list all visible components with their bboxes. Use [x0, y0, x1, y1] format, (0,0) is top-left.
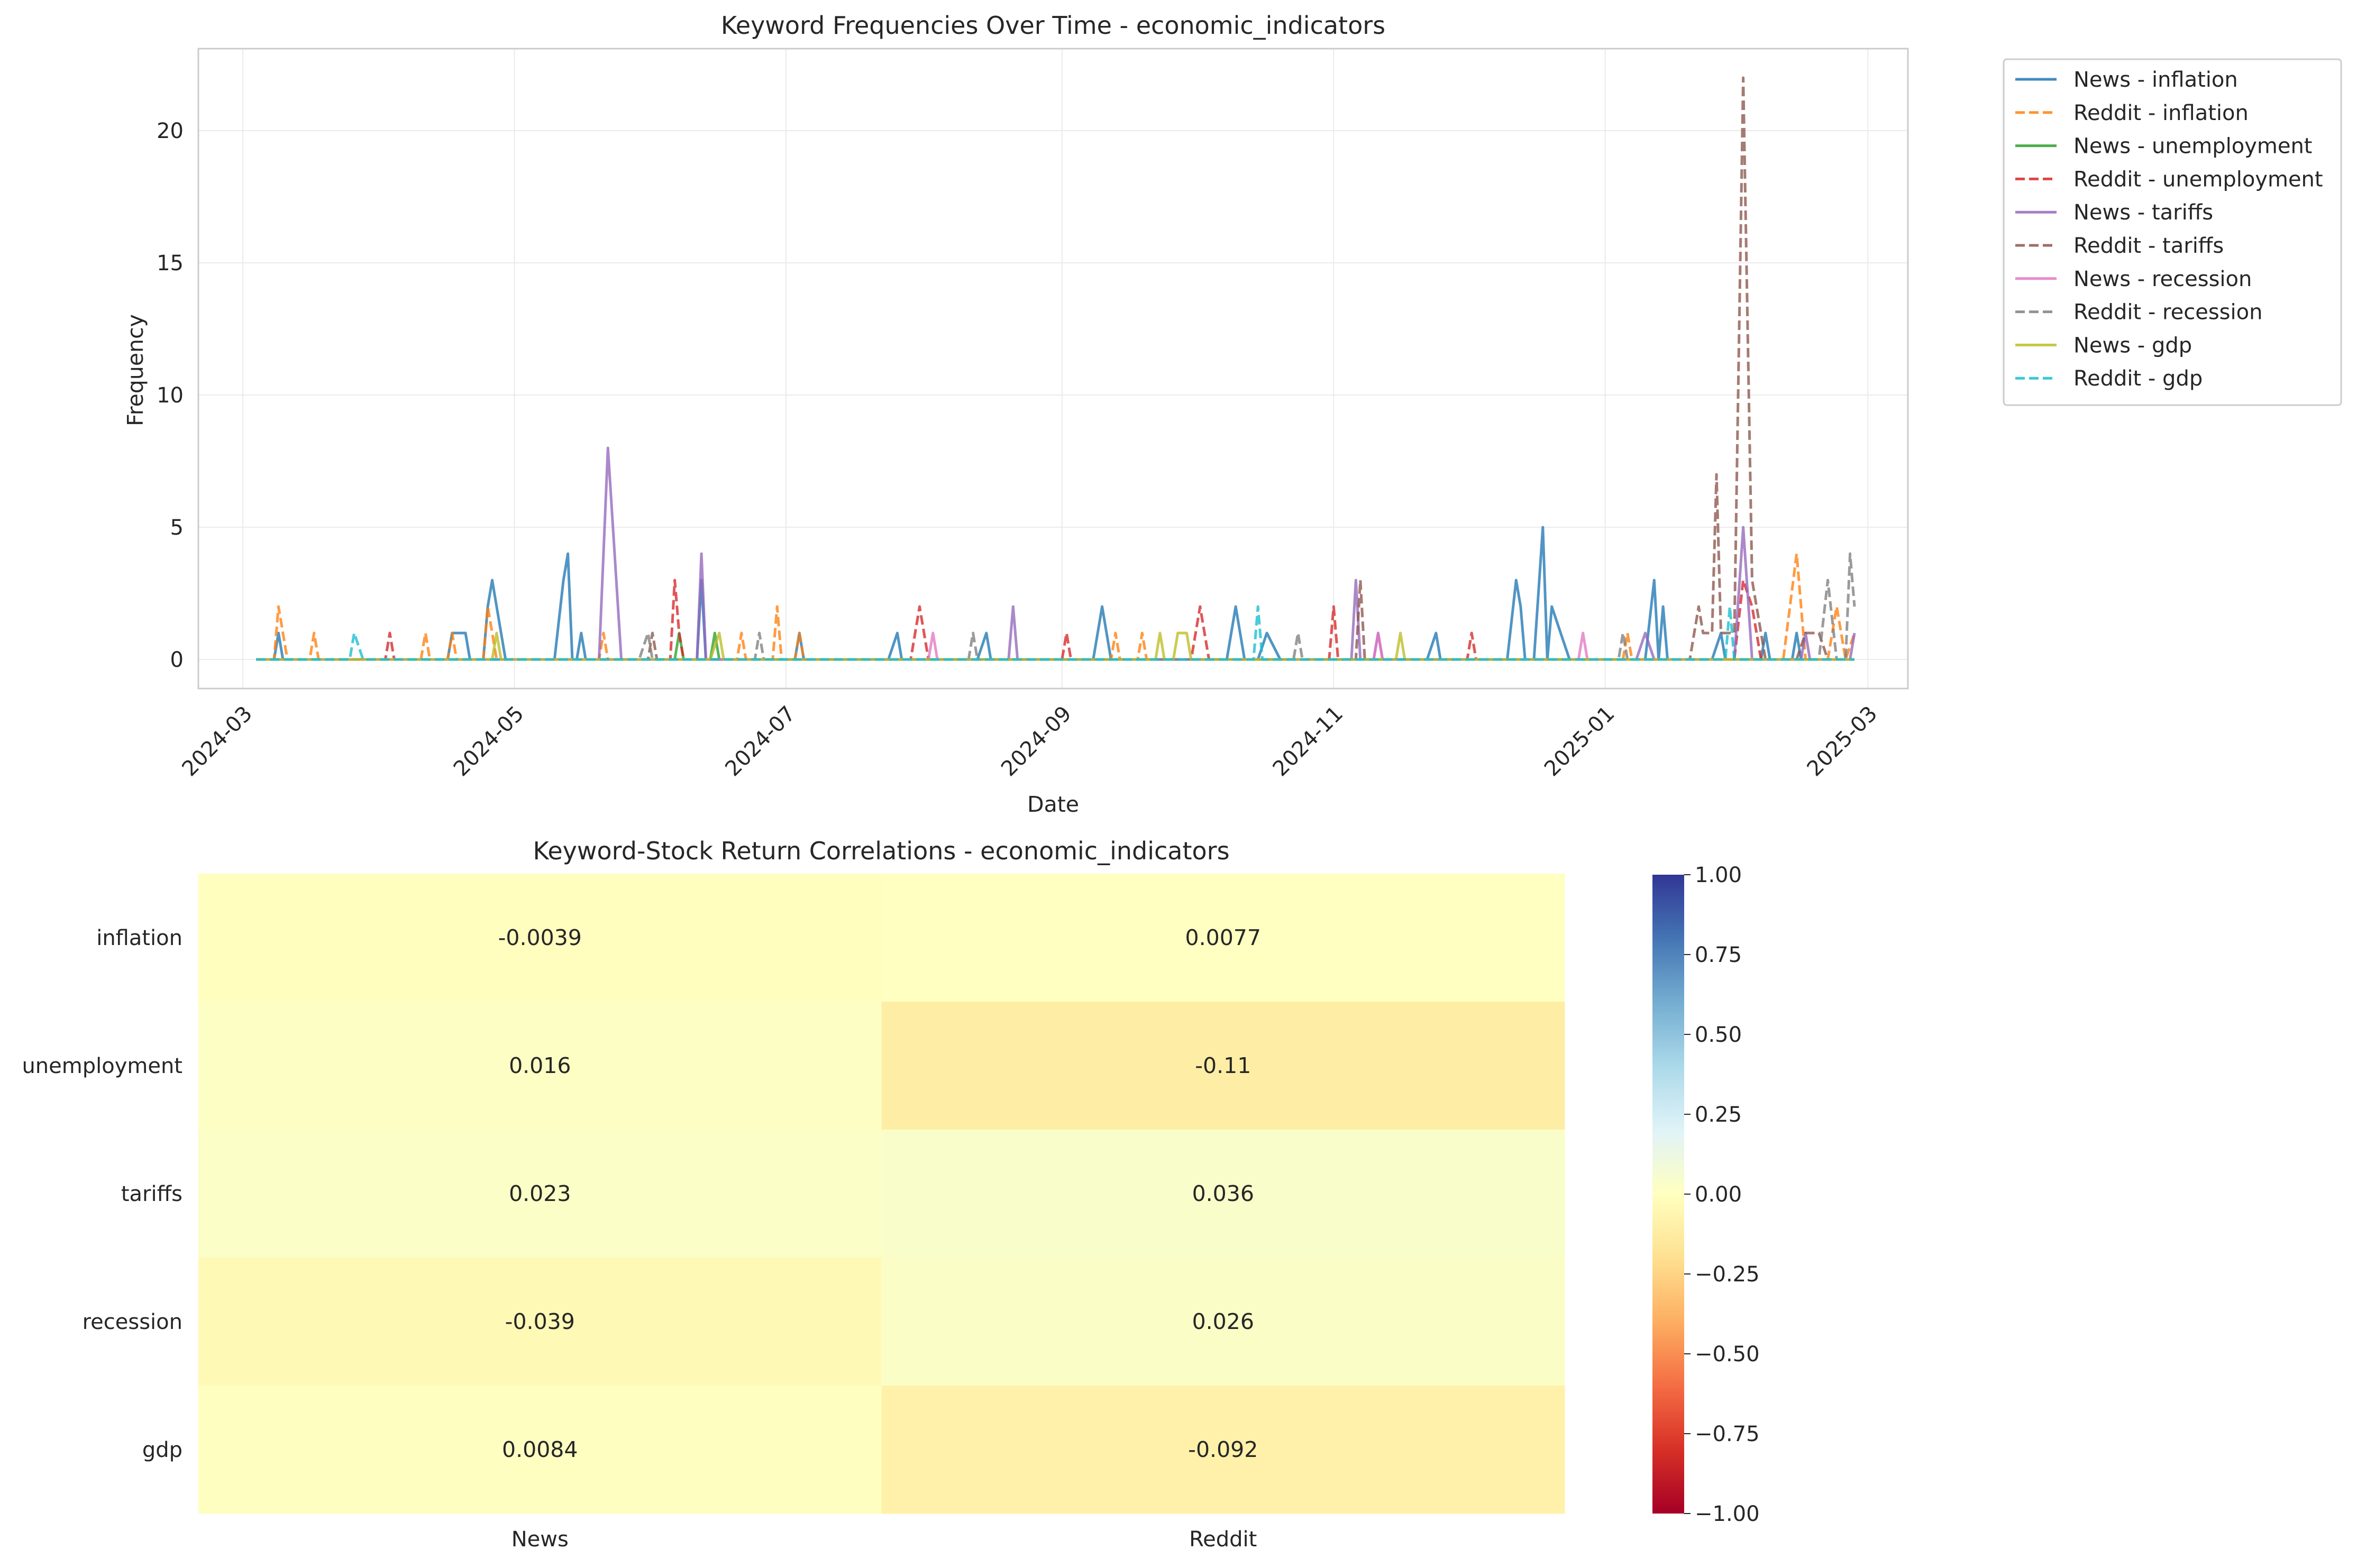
- heatmap-row-labels: inflation unemployment tariffs recession gdp: [22, 926, 182, 1462]
- series-line: [256, 446, 1856, 661]
- heatmap-row-label: tariffs: [121, 1182, 182, 1206]
- legend-label: Reddit - inflation: [2073, 101, 2249, 125]
- legend-label: Reddit - unemployment: [2073, 167, 2323, 191]
- series-line: [256, 631, 1854, 661]
- colorbar-tick-label: 0.75: [1695, 943, 1742, 967]
- x-tick-label: 2025-03: [1803, 701, 1883, 781]
- heatmap-cell-label: -0.11: [1195, 1053, 1251, 1078]
- colorbar-bar: [1652, 875, 1684, 1514]
- y-tick-label: 15: [157, 251, 184, 276]
- line-chart-plot-frame: [197, 48, 1909, 690]
- heatmap-colorbar: 1.00 0.75 0.50 0.25 0.00 −0.25 −0.50 −0.75 −1.00: [1652, 863, 1760, 1526]
- y-tick-label: 20: [157, 119, 184, 143]
- heatmap-cell: [198, 1386, 882, 1514]
- series-line: [256, 631, 1854, 661]
- x-tick-label: 2024-05: [449, 701, 529, 781]
- line-chart-legend: News - inflation Reddit - inflation News -…: [2003, 58, 2342, 406]
- colorbar-tick-label: −1.00: [1695, 1502, 1760, 1526]
- heatmap-column-labels: News Reddit: [511, 1527, 1257, 1552]
- legend-label: News - inflation: [2073, 68, 2238, 92]
- line-chart-grid: [198, 49, 1908, 689]
- legend-label: Reddit - tariffs: [2073, 234, 2224, 258]
- series-line: [256, 526, 1854, 661]
- heatmap-cell-label: 0.016: [509, 1053, 571, 1078]
- x-tick-label: 2024-09: [997, 701, 1076, 781]
- heatmap-cell-label: -0.0039: [498, 925, 582, 950]
- heatmap-cell: [198, 874, 882, 1002]
- heatmap-chart: Keyword-Stock Return Correlations - econ…: [22, 837, 1759, 1552]
- heatmap-column-label: Reddit: [1189, 1527, 1257, 1552]
- heatmap-row-label: gdp: [142, 1438, 182, 1462]
- legend-box: [2003, 58, 2342, 406]
- legend-label: Reddit - recession: [2073, 300, 2262, 325]
- colorbar-tick-label: −0.50: [1695, 1342, 1760, 1367]
- heatmap-cell: [881, 1002, 1565, 1130]
- legend-label: News - tariffs: [2073, 200, 2213, 225]
- line-chart-x-ticks: 2024-03 2024-05 2024-07 2024-09 2024-11 2025-…: [177, 701, 1882, 781]
- heatmap-cell-label: 0.026: [1192, 1309, 1254, 1334]
- x-tick-label: 2025-01: [1540, 701, 1620, 781]
- colorbar-tick-label: −0.25: [1695, 1262, 1760, 1287]
- line-chart-title: Keyword Frequencies Over Time - economic…: [721, 11, 1385, 40]
- x-tick-label: 2024-03: [177, 701, 257, 781]
- line-chart: Keyword Frequencies Over Time - economic…: [123, 11, 2342, 817]
- line-chart-y-ticks: 0 5 10 15 20: [157, 119, 184, 672]
- x-tick-label: 2024-07: [720, 701, 800, 781]
- heatmap-cell-label: 0.0077: [1185, 925, 1261, 950]
- y-tick-label: 0: [170, 648, 184, 672]
- heatmap-cell-label: 0.0084: [502, 1437, 578, 1462]
- legend-label: Reddit - gdp: [2073, 366, 2203, 391]
- colorbar-tick-label: 1.00: [1695, 863, 1742, 887]
- series-line: [256, 579, 1854, 661]
- line-chart-x-axis-label: Date: [1027, 792, 1079, 817]
- series-line: [256, 76, 1854, 661]
- heatmap-cell: [881, 1130, 1565, 1258]
- line-chart-y-axis-label: Frequency: [123, 314, 148, 426]
- legend-label: News - gdp: [2073, 333, 2192, 357]
- legend-label: News - unemployment: [2073, 134, 2312, 159]
- heatmap-cell-label: 0.036: [1192, 1181, 1254, 1206]
- heatmap-cell: [198, 1258, 882, 1386]
- heatmap-title: Keyword-Stock Return Correlations - econ…: [533, 837, 1229, 865]
- y-tick-label: 10: [157, 383, 184, 408]
- heatmap-cell: [198, 1002, 882, 1130]
- line-chart-series-group: [256, 76, 1856, 661]
- heatmap-cell: [881, 1258, 1565, 1386]
- heatmap-row-label: unemployment: [22, 1054, 182, 1078]
- x-tick-label: 2024-11: [1268, 701, 1348, 781]
- heatmap-cell-label: -0.092: [1188, 1437, 1258, 1462]
- legend-label: News - recession: [2073, 267, 2252, 291]
- heatmap-cell: [881, 874, 1565, 1002]
- heatmap-cell: [881, 1386, 1565, 1514]
- heatmap-cells: -0.0039 0.0077 0.016 -0.11 0.023 0.036 -0.039 0…: [198, 874, 1565, 1514]
- series-line: [256, 605, 1854, 661]
- heatmap-column-label: News: [511, 1527, 569, 1552]
- y-tick-label: 5: [170, 516, 184, 540]
- heatmap-row-label: recession: [83, 1310, 182, 1334]
- heatmap-cell: [198, 1130, 882, 1258]
- colorbar-tick-label: 0.50: [1695, 1023, 1742, 1047]
- heatmap-cell-label: -0.039: [505, 1309, 575, 1334]
- colorbar-tick-label: 0.00: [1695, 1182, 1742, 1207]
- colorbar-tick-label: −0.75: [1695, 1422, 1760, 1446]
- colorbar-tick-label: 0.25: [1695, 1103, 1742, 1127]
- heatmap-row-label: inflation: [96, 926, 182, 950]
- heatmap-cell-label: 0.023: [509, 1181, 571, 1206]
